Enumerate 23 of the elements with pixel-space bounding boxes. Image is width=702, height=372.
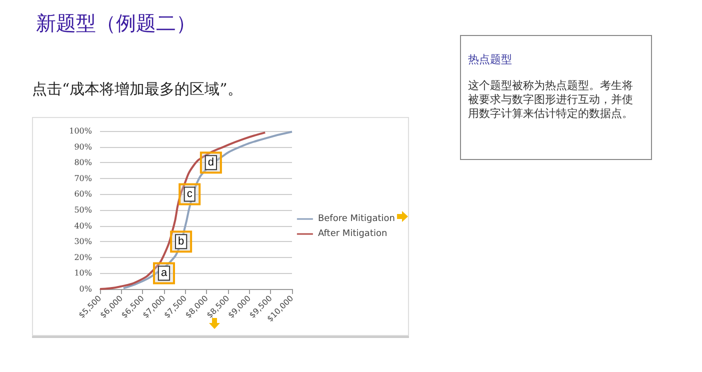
y-tick-label: 80% <box>74 158 92 168</box>
text: 热点题型 <box>468 52 513 67</box>
y-tick-label: 100% <box>69 126 92 136</box>
chart-title: 新题型（例题二） <box>36 10 196 37</box>
line-series <box>99 132 266 290</box>
annotation: c <box>186 188 193 200</box>
annotation: b <box>178 236 184 248</box>
y-tick-label: 30% <box>74 237 92 246</box>
y-tick-label: 20% <box>74 252 92 262</box>
y-tick-label: 90% <box>74 142 92 152</box>
y-tick-label: 0% <box>79 284 92 294</box>
y-tick-label: 10% <box>74 268 92 278</box>
line-series <box>122 130 293 290</box>
annotation: d <box>208 156 214 169</box>
y-tick-label: 40% <box>74 221 92 230</box>
text: 这个题型被称为热点题型。考生将被要求与数字图形进行互动，并使用数字计算来估计特定的数据点。 <box>468 79 634 121</box>
y-tick-label: 60% <box>74 190 92 199</box>
y-tick-label: 50% <box>74 206 92 214</box>
legend-label: Before Mitigation <box>318 214 396 224</box>
legend-label: After Mitigation <box>318 229 388 239</box>
annotation: a <box>160 267 168 280</box>
y-tick-label: 70% <box>74 174 92 183</box>
chart-subtitle: 点击“成本将增加最多的区域”。 <box>32 80 242 99</box>
